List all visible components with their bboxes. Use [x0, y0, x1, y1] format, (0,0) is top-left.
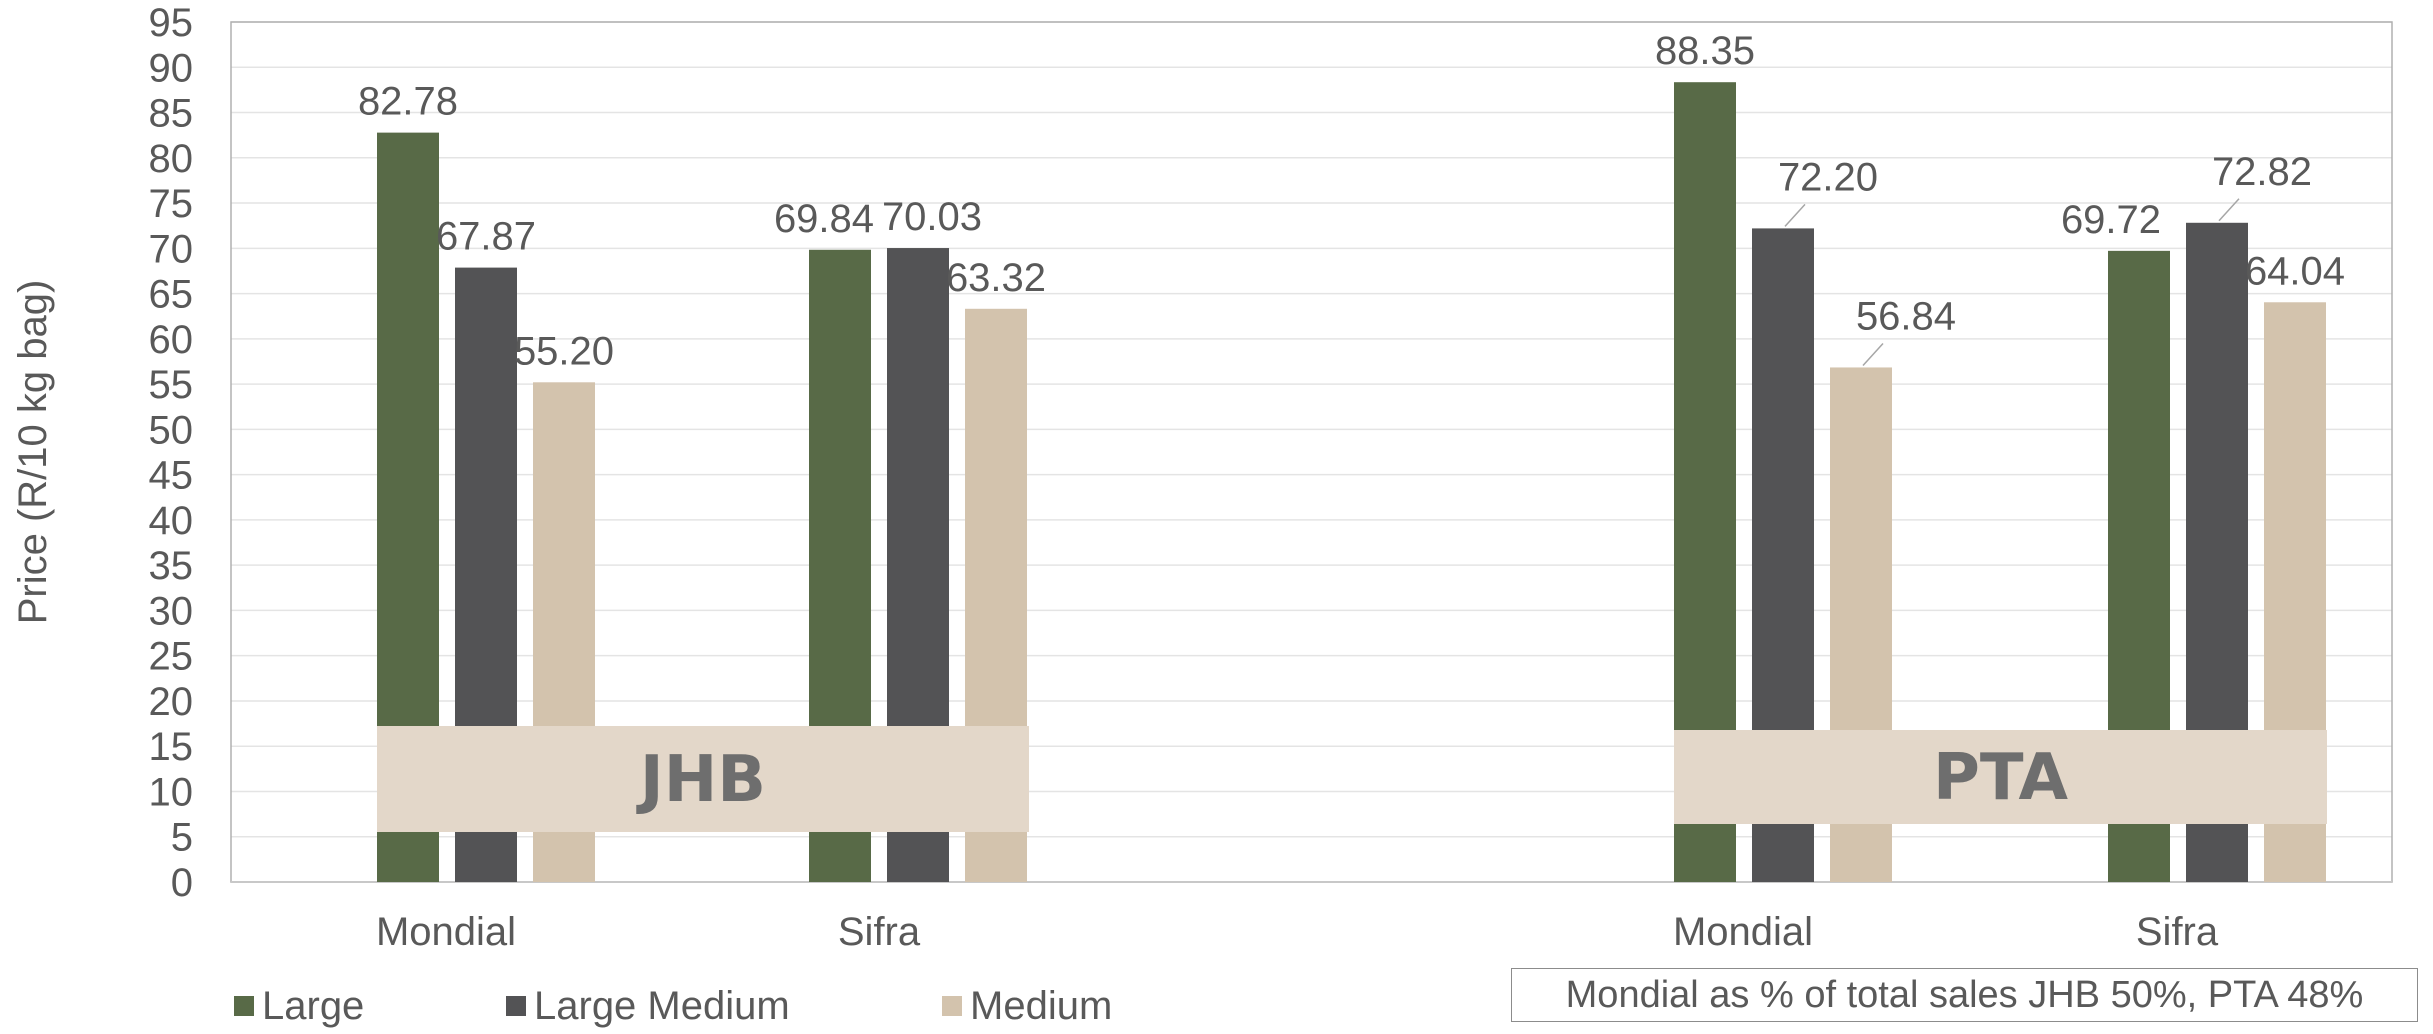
y-tick-label: 45 — [149, 454, 194, 498]
y-tick-label: 20 — [149, 680, 194, 724]
y-tick-label: 85 — [149, 92, 194, 136]
legend-item-medium: Medium — [942, 984, 1112, 1029]
y-tick-label: 55 — [149, 363, 194, 407]
data-label: 63.32 — [946, 256, 1046, 300]
legend-label-large-medium: Large Medium — [534, 983, 790, 1028]
legend-swatch-large-medium — [506, 996, 526, 1016]
y-tick-label: 10 — [149, 770, 194, 814]
x-category-label: Sifra — [2136, 910, 2219, 954]
y-tick-label: 90 — [149, 46, 194, 90]
data-label-leader — [1862, 342, 1884, 366]
y-tick-label: 35 — [149, 544, 194, 588]
group-label-pta: PTA — [1933, 741, 2069, 815]
y-tick-label: 70 — [149, 227, 194, 271]
y-tick-label: 15 — [149, 725, 194, 769]
data-label: 88.35 — [1655, 29, 1755, 73]
data-label: 69.72 — [2061, 198, 2161, 242]
legend-swatch-large — [234, 996, 254, 1016]
y-tick-label: 0 — [171, 861, 193, 905]
legend-item-large: Large — [234, 984, 506, 1029]
annotation-box: Mondial as % of total sales JHB 50%, PTA… — [1511, 968, 2418, 1022]
legend-item-large-medium: Large Medium — [506, 984, 942, 1029]
data-label: 82.78 — [358, 80, 458, 124]
y-tick-label: 50 — [149, 408, 194, 452]
data-label: 70.03 — [882, 195, 982, 239]
data-label: 72.20 — [1778, 155, 1878, 199]
y-tick-label: 40 — [149, 499, 194, 543]
y-tick-label: 60 — [149, 318, 194, 362]
y-tick-label: 80 — [149, 137, 194, 181]
legend-label-medium: Medium — [970, 983, 1113, 1028]
legend: Large Large Medium Medium — [234, 978, 1112, 1034]
y-tick-label: 25 — [149, 635, 194, 679]
data-label-leader — [2218, 198, 2240, 222]
group-label-jhb: JHB — [636, 743, 766, 817]
data-label-leader — [1784, 203, 1806, 227]
legend-label-large: Large — [262, 983, 365, 1028]
legend-swatch-medium — [942, 996, 962, 1016]
data-label: 56.84 — [1856, 294, 1956, 338]
data-label: 69.84 — [774, 197, 874, 241]
x-category-label: Sifra — [838, 910, 921, 954]
y-axis-title: Price (R/10 kg bag) — [11, 280, 55, 625]
y-tick-label: 75 — [149, 182, 194, 226]
y-tick-label: 5 — [171, 816, 193, 860]
x-category-label: Mondial — [1673, 910, 1813, 954]
y-tick-label: 95 — [149, 1, 194, 45]
data-label: 72.82 — [2212, 150, 2312, 194]
data-label: 64.04 — [2245, 249, 2345, 293]
group-band-pta — [1674, 730, 2327, 824]
data-label: 55.20 — [514, 329, 614, 373]
group-band-jhb — [377, 726, 1029, 832]
x-category-label: Mondial — [376, 910, 516, 954]
data-label: 67.87 — [436, 215, 536, 259]
y-tick-label: 30 — [149, 589, 194, 633]
y-tick-label: 65 — [149, 273, 194, 317]
